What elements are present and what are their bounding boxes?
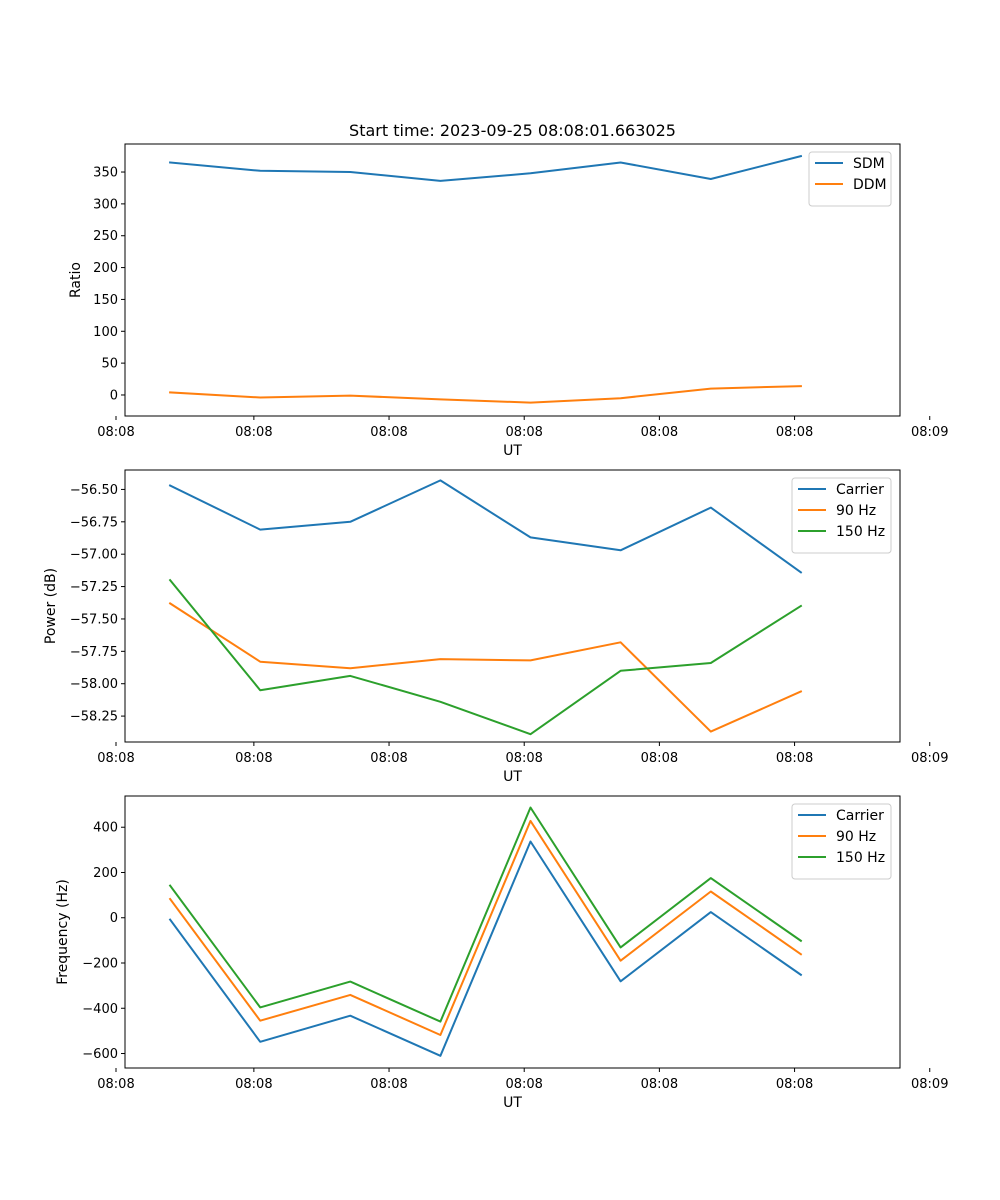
chart-panel-3: 08:08 08:08 08:08 08:08 08:08 08:08 08:09 400 20… bbox=[55, 795, 948, 1111]
x-tick-label: 08:08 bbox=[505, 425, 542, 440]
y-tick-label: −57.50 bbox=[70, 612, 118, 627]
y-tick-label: 100 bbox=[93, 325, 118, 340]
y-tick-label: −58.00 bbox=[70, 677, 118, 692]
axes-frame bbox=[124, 143, 901, 417]
chart-panel-2: 08:08 08:08 08:08 08:08 08:08 08:08 08:09 −56.5… bbox=[43, 469, 948, 785]
legend-label: 90 Hz bbox=[836, 503, 876, 519]
y-tick-label: 50 bbox=[101, 357, 118, 372]
y-axis-label: Frequency (Hz) bbox=[55, 879, 71, 985]
y-tick-label: 350 bbox=[93, 166, 118, 181]
x-axis-label: UT bbox=[503, 443, 522, 459]
y-tick-label: 200 bbox=[93, 866, 118, 881]
x-tick-label: 08:08 bbox=[505, 1077, 542, 1092]
x-tick-label: 08:08 bbox=[97, 751, 134, 766]
x-tick-label: 08:08 bbox=[235, 751, 272, 766]
y-tick-label: 250 bbox=[93, 229, 118, 244]
legend-label: 90 Hz bbox=[836, 829, 876, 845]
axes-frame bbox=[124, 795, 901, 1069]
series-line-150-hz bbox=[168, 578, 803, 736]
x-tick-label: 08:08 bbox=[370, 425, 407, 440]
x-tick-label: 08:08 bbox=[641, 425, 678, 440]
x-tick-label: 08:08 bbox=[97, 425, 134, 440]
legend-label: SDM bbox=[853, 156, 885, 172]
y-tick-label: 0 bbox=[110, 388, 118, 403]
legend-label: Carrier bbox=[836, 808, 884, 824]
chart-title: Start time: 2023-09-25 08:08:01.663025 bbox=[349, 121, 676, 140]
series-line-ddm bbox=[169, 385, 802, 404]
x-tick-label: 08:08 bbox=[235, 425, 272, 440]
legend-label: 150 Hz bbox=[836, 524, 885, 540]
y-axis-label: Ratio bbox=[68, 262, 84, 298]
x-tick-label: 08:09 bbox=[911, 1077, 948, 1092]
legend-box bbox=[791, 803, 892, 880]
x-tick-label: 08:08 bbox=[370, 1077, 407, 1092]
series-line-carrier bbox=[168, 479, 803, 574]
x-tick-label: 08:08 bbox=[776, 425, 813, 440]
x-tick-label: 08:08 bbox=[641, 1077, 678, 1092]
y-axis-label: Power (dB) bbox=[43, 568, 59, 644]
series-line-90-hz bbox=[168, 602, 803, 733]
x-axis-label: UT bbox=[503, 1095, 522, 1111]
y-tick-label: 0 bbox=[110, 911, 118, 926]
y-tick-label: −57.75 bbox=[70, 645, 118, 660]
y-tick-label: −56.50 bbox=[70, 483, 118, 498]
legend-label: 150 Hz bbox=[836, 850, 885, 866]
legend: Carrier 90 Hz 150 Hz bbox=[791, 477, 892, 554]
legend: Carrier 90 Hz 150 Hz bbox=[791, 803, 892, 880]
y-tick-label: −58.25 bbox=[70, 710, 118, 725]
y-tick-label: 300 bbox=[93, 197, 118, 212]
y-tick-label: −200 bbox=[82, 957, 118, 972]
legend-box bbox=[808, 151, 892, 207]
chart-panel-1: Start time: 2023-09-25 08:08:01.663025 08… bbox=[68, 121, 948, 459]
series-line-150-hz bbox=[168, 806, 803, 1023]
x-tick-label: 08:08 bbox=[97, 1077, 134, 1092]
x-tick-label: 08:08 bbox=[235, 1077, 272, 1092]
x-tick-label: 08:08 bbox=[505, 751, 542, 766]
x-axis-label: UT bbox=[503, 769, 522, 785]
legend: SDM DDM bbox=[808, 151, 892, 207]
x-tick-label: 08:09 bbox=[911, 425, 948, 440]
legend-label: DDM bbox=[853, 177, 887, 193]
y-tick-label: −57.25 bbox=[70, 580, 118, 595]
y-tick-label: 200 bbox=[93, 261, 118, 276]
x-tick-label: 08:08 bbox=[641, 751, 678, 766]
legend-label: Carrier bbox=[836, 482, 884, 498]
y-tick-label: −600 bbox=[82, 1047, 118, 1062]
series-line-carrier bbox=[168, 840, 803, 1057]
series-line-90-hz bbox=[168, 819, 803, 1036]
y-tick-label: 150 bbox=[93, 293, 118, 308]
y-tick-label: 400 bbox=[93, 821, 118, 836]
y-tick-label: −400 bbox=[82, 1002, 118, 1017]
legend-box bbox=[791, 477, 892, 554]
x-tick-label: 08:08 bbox=[370, 751, 407, 766]
y-tick-label: −57.00 bbox=[70, 548, 118, 563]
y-tick-label: −56.75 bbox=[70, 515, 118, 530]
series-line-sdm bbox=[169, 154, 803, 182]
x-tick-label: 08:09 bbox=[911, 751, 948, 766]
x-tick-label: 08:08 bbox=[776, 1077, 813, 1092]
x-tick-label: 08:08 bbox=[776, 751, 813, 766]
axes-frame bbox=[124, 469, 901, 743]
